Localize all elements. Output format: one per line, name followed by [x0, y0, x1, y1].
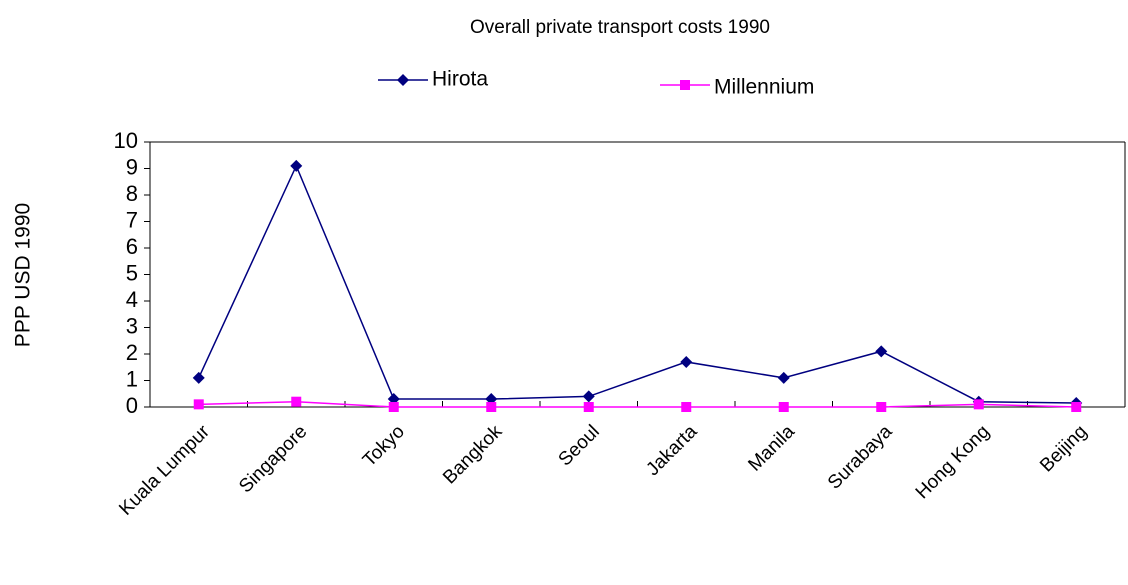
y-tick-label: 6 [126, 234, 138, 259]
x-tick-label: Beijing [1036, 421, 1091, 476]
x-tick-label: Hong Kong [912, 421, 994, 503]
data-point [681, 402, 692, 412]
data-point [777, 371, 790, 384]
y-tick-label: 3 [126, 313, 138, 338]
y-tick-label: 0 [126, 393, 138, 418]
data-point [192, 371, 205, 384]
x-tick-label: Seoul [555, 421, 604, 470]
legend-marker [680, 80, 690, 90]
data-point [1071, 402, 1082, 412]
legend-label: Hirota [432, 68, 488, 91]
data-point [876, 402, 887, 412]
series-line [198, 163, 1077, 404]
y-tick-label: 5 [126, 260, 138, 285]
legend-marker [397, 74, 409, 86]
data-point [875, 345, 888, 358]
data-point [193, 399, 204, 410]
data-point [291, 396, 302, 407]
x-tick-label: Singapore [235, 421, 311, 497]
y-tick-label: 1 [126, 366, 138, 391]
x-tick-label: Kuala Lumpur [115, 421, 214, 520]
chart-title: Overall private transport costs 1990 [470, 17, 770, 38]
x-tick-label: Bangkok [439, 421, 506, 488]
x-tick-label: Tokyo [359, 421, 409, 471]
y-tick-label: 4 [126, 287, 138, 312]
y-tick-label: 10 [114, 128, 138, 153]
data-point [973, 399, 984, 410]
data-point [582, 390, 595, 403]
data-point [486, 402, 497, 412]
series-line [198, 400, 1077, 408]
y-axis-label: PPP USD 1990 [12, 203, 35, 347]
data-point [583, 402, 594, 412]
data-point [388, 402, 399, 412]
data-point [778, 402, 789, 412]
y-tick-label: 8 [126, 181, 138, 206]
y-tick-label: 9 [126, 154, 138, 179]
x-tick-label: Jakarta [642, 421, 701, 480]
x-tick-label: Surabaya [824, 421, 897, 494]
data-point [290, 159, 303, 172]
legend-label: Millennium [714, 76, 814, 99]
y-tick-label: 7 [126, 207, 138, 232]
x-tick-label: Manila [744, 421, 799, 476]
y-tick-label: 2 [126, 340, 138, 365]
data-point [680, 355, 693, 368]
